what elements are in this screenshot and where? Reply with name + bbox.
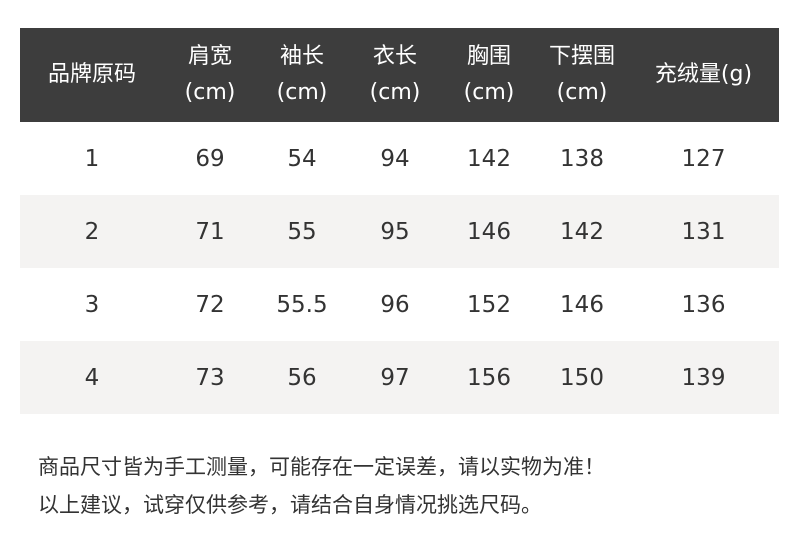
table-cell: 72 bbox=[195, 291, 225, 318]
table-cell: 152 bbox=[467, 291, 511, 318]
note-line: 商品尺寸皆为手工测量，可能存在一定误差，请以实物为准！ bbox=[38, 455, 605, 479]
notes: 商品尺寸皆为手工测量，可能存在一定误差，请以实物为准！ 以上建议，试穿仅供参考，… bbox=[38, 448, 605, 524]
table-row: 4 73 56 97 156 150 139 bbox=[20, 341, 779, 414]
table-cell: 4 bbox=[84, 364, 100, 391]
table-cell: 54 bbox=[287, 145, 317, 172]
column-header: 衣长 (cm) bbox=[348, 28, 442, 122]
table-cell: 71 bbox=[195, 218, 225, 245]
table-cell: 55.5 bbox=[276, 291, 328, 318]
table-cell: 73 bbox=[195, 364, 225, 391]
column-header: 肩宽 (cm) bbox=[164, 28, 256, 122]
table-cell: 1 bbox=[84, 145, 100, 172]
table-row: 2 71 55 95 146 142 131 bbox=[20, 195, 779, 268]
table-cell: 146 bbox=[467, 218, 511, 245]
column-header: 下摆围 (cm) bbox=[536, 28, 628, 122]
table-cell: 56 bbox=[287, 364, 317, 391]
header-label: 下摆围 bbox=[548, 44, 615, 69]
table-cell: 139 bbox=[681, 364, 726, 391]
header-label: 充绒量(g) bbox=[654, 62, 753, 87]
table-cell: 138 bbox=[560, 145, 604, 172]
table-cell: 3 bbox=[84, 291, 100, 318]
size-chart-table: 品牌原码 肩宽 (cm) 袖长 (cm) 衣长 (cm) 胸围 (cm) 下摆围 (cm) 充绒量(g… bbox=[20, 28, 779, 414]
table-row: 3 72 55.5 96 152 146 136 bbox=[20, 268, 779, 341]
header-unit: (cm) bbox=[556, 80, 608, 105]
table-cell: 94 bbox=[380, 145, 410, 172]
header-label: 肩宽 bbox=[187, 44, 232, 69]
header-label: 袖长 bbox=[279, 44, 324, 69]
column-header: 袖长 (cm) bbox=[256, 28, 348, 122]
table-header: 品牌原码 肩宽 (cm) 袖长 (cm) 衣长 (cm) 胸围 (cm) 下摆围 (cm) 充绒量(g… bbox=[20, 28, 779, 122]
table-cell: 131 bbox=[681, 218, 726, 245]
header-unit: (cm) bbox=[369, 80, 421, 105]
header-label: 品牌原码 bbox=[47, 62, 136, 87]
table-cell: 69 bbox=[195, 145, 225, 172]
table-cell: 150 bbox=[560, 364, 604, 391]
header-label: 胸围 bbox=[466, 44, 511, 69]
table-cell: 96 bbox=[380, 291, 410, 318]
table-cell: 142 bbox=[560, 218, 604, 245]
table-cell: 95 bbox=[380, 218, 410, 245]
table-cell: 2 bbox=[84, 218, 100, 245]
table-cell: 146 bbox=[560, 291, 604, 318]
header-unit: (cm) bbox=[276, 80, 328, 105]
note-line: 以上建议，试穿仅供参考，请结合自身情况挑选尺码。 bbox=[38, 493, 542, 517]
header-label: 衣长 bbox=[372, 44, 417, 69]
header-unit: (cm) bbox=[463, 80, 515, 105]
table-cell: 55 bbox=[287, 218, 317, 245]
table-cell: 156 bbox=[467, 364, 511, 391]
column-header: 充绒量(g) bbox=[628, 28, 779, 122]
table-cell: 127 bbox=[681, 145, 726, 172]
table-cell: 136 bbox=[681, 291, 726, 318]
column-header: 胸围 (cm) bbox=[442, 28, 536, 122]
column-header: 品牌原码 bbox=[20, 28, 164, 122]
header-unit: (cm) bbox=[184, 80, 236, 105]
table-cell: 97 bbox=[380, 364, 410, 391]
table-cell: 142 bbox=[467, 145, 511, 172]
table-row: 1 69 54 94 142 138 127 bbox=[20, 122, 779, 195]
